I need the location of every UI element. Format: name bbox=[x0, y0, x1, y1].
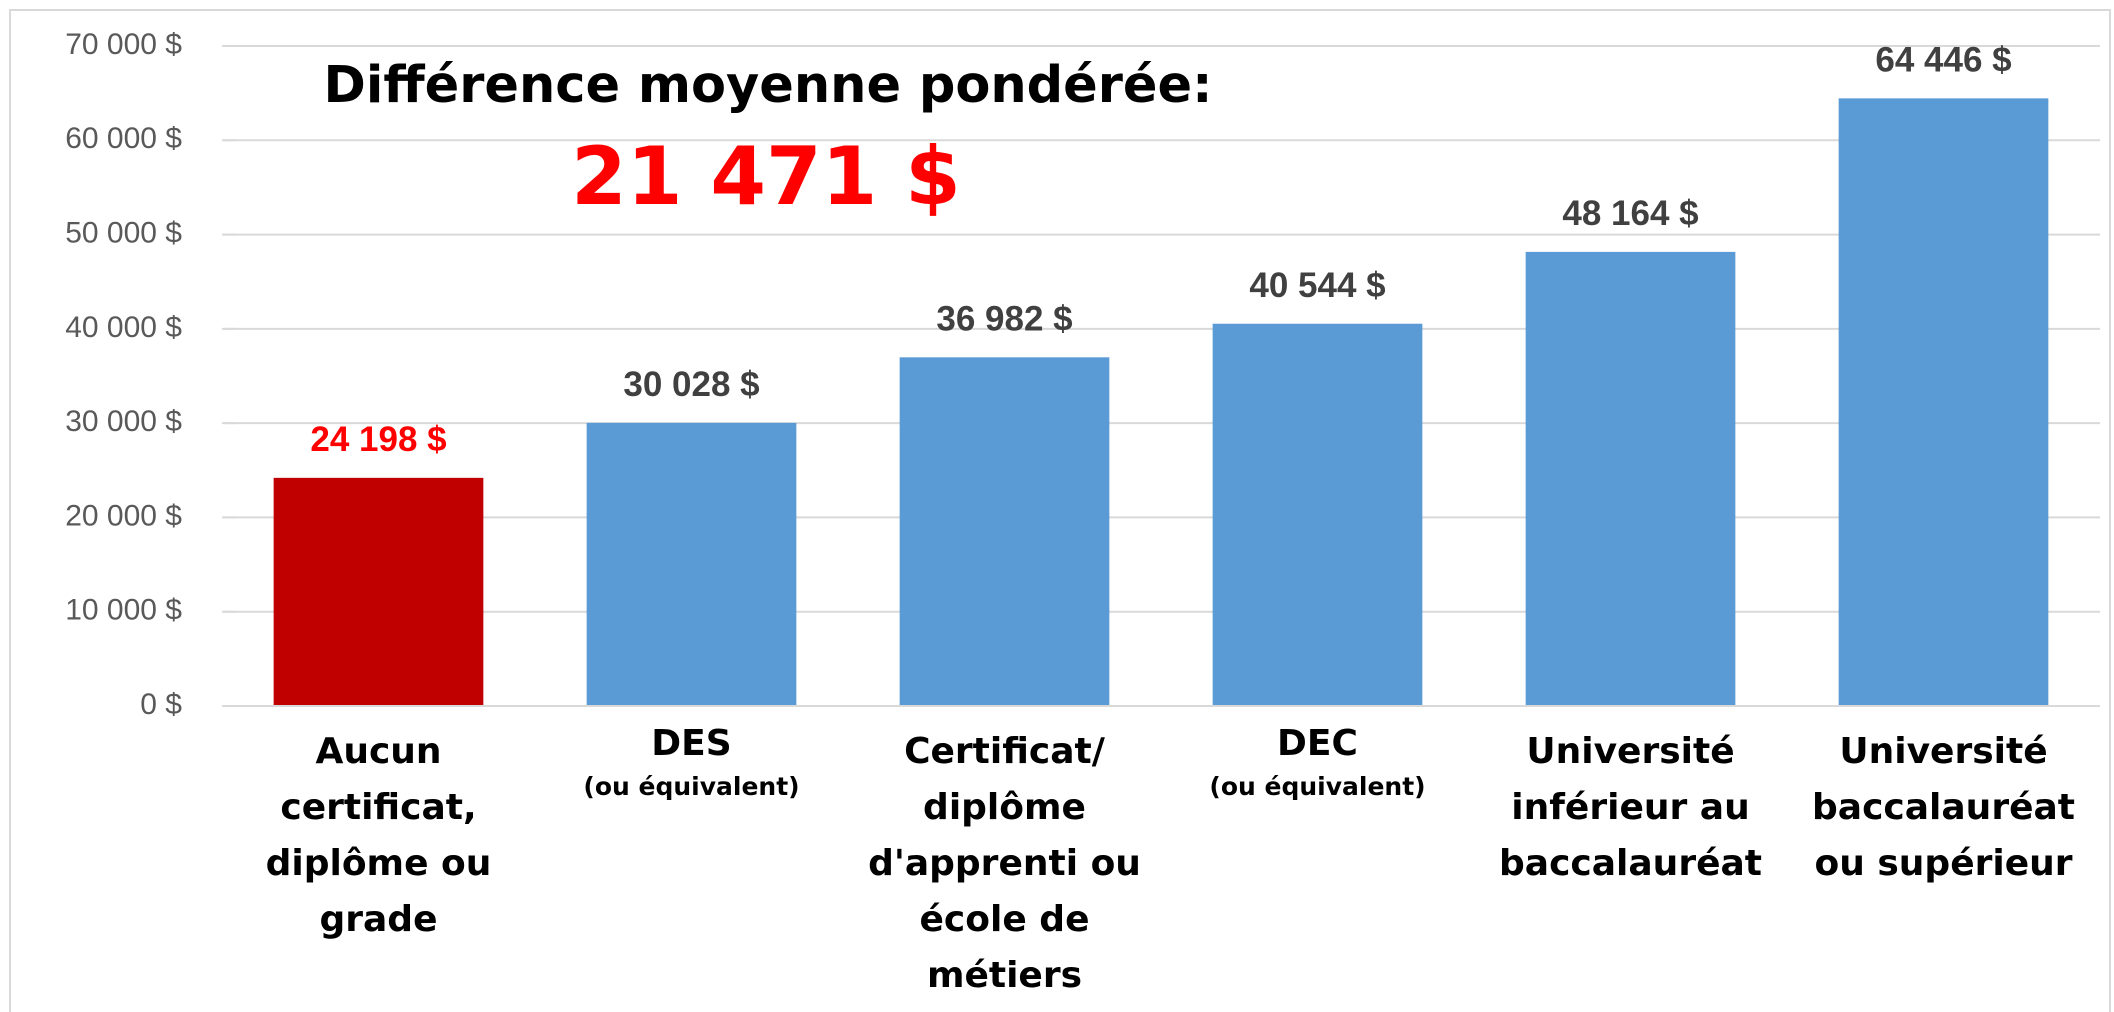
value-label: 30 028 $ bbox=[623, 365, 759, 404]
category-text: Aucun certificat, diplôme ou grade bbox=[265, 731, 492, 940]
category-note: (ou équivalent) bbox=[1209, 772, 1426, 801]
frame bbox=[9, 9, 2111, 1012]
category-text: Certificat/ diplôme d'apprenti ou école … bbox=[868, 731, 1141, 996]
value-label: 24 198 $ bbox=[310, 420, 446, 459]
y-tick-label: 50 000 $ bbox=[65, 216, 182, 249]
bar bbox=[1838, 98, 2049, 707]
annotation-title: Différence moyenne pondérée: bbox=[324, 56, 1213, 115]
y-tick-label: 30 000 $ bbox=[65, 405, 182, 438]
value-label: 40 544 $ bbox=[1249, 266, 1385, 305]
bar bbox=[273, 477, 484, 706]
x-tick-label: Aucun certificat, diplôme ou grade bbox=[229, 724, 529, 948]
bar bbox=[586, 422, 797, 706]
category-text: Université baccalauréat ou supérieur bbox=[1812, 731, 2075, 884]
y-tick-label: 60 000 $ bbox=[65, 122, 182, 155]
x-tick-label: Certificat/ diplôme d'apprenti ou école … bbox=[855, 724, 1155, 1004]
y-tick-label: 10 000 $ bbox=[65, 594, 182, 627]
annotation-value: 21 471 $ bbox=[571, 130, 961, 223]
y-tick-label: 40 000 $ bbox=[65, 311, 182, 344]
bar bbox=[1212, 323, 1423, 706]
category-text: DES bbox=[651, 723, 732, 764]
y-tick-label: 0 $ bbox=[140, 688, 182, 721]
x-tick-label: Université inférieur au baccalauréat bbox=[1481, 724, 1781, 892]
value-label: 48 164 $ bbox=[1562, 194, 1698, 233]
category-note: (ou équivalent) bbox=[583, 772, 800, 801]
bar bbox=[899, 357, 1110, 706]
category-text: DEC bbox=[1277, 723, 1358, 764]
x-tick-label: Université baccalauréat ou supérieur bbox=[1794, 724, 2094, 892]
value-label: 64 446 $ bbox=[1875, 41, 2011, 80]
value-label: 36 982 $ bbox=[936, 300, 1072, 339]
y-tick-label: 20 000 $ bbox=[65, 499, 182, 532]
y-tick-label: 70 000 $ bbox=[65, 28, 182, 61]
bar bbox=[1525, 251, 1736, 707]
x-tick-label: DEC (ou équivalent) bbox=[1168, 716, 1468, 802]
category-text: Université inférieur au baccalauréat bbox=[1499, 731, 1762, 884]
x-tick-label: DES (ou équivalent) bbox=[542, 716, 842, 802]
